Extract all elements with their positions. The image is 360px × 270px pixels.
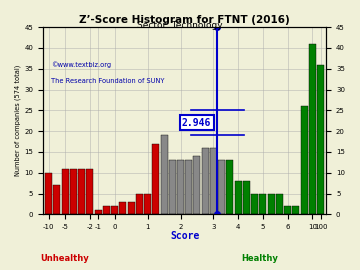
Text: Healthy: Healthy xyxy=(241,254,278,263)
Bar xyxy=(177,160,184,214)
Bar xyxy=(226,160,233,214)
Bar xyxy=(243,181,250,214)
X-axis label: Score: Score xyxy=(170,231,199,241)
Text: ©www.textbiz.org: ©www.textbiz.org xyxy=(51,61,112,68)
Bar xyxy=(120,202,126,214)
Bar xyxy=(193,156,201,214)
Bar xyxy=(284,206,291,214)
Bar xyxy=(169,160,176,214)
Bar xyxy=(144,194,151,214)
Bar xyxy=(292,206,299,214)
Bar xyxy=(103,206,110,214)
Bar xyxy=(127,202,135,214)
Text: Unhealthy: Unhealthy xyxy=(40,254,89,263)
Bar xyxy=(62,169,69,214)
Bar xyxy=(210,148,217,214)
Bar xyxy=(86,169,94,214)
Bar xyxy=(202,148,209,214)
Bar xyxy=(161,135,167,214)
Bar xyxy=(251,194,258,214)
Text: Sector: Technology: Sector: Technology xyxy=(137,21,223,30)
Bar xyxy=(301,106,307,214)
Bar xyxy=(267,194,275,214)
Bar xyxy=(218,160,225,214)
Bar xyxy=(136,194,143,214)
Bar xyxy=(45,173,52,214)
Bar xyxy=(309,44,316,214)
Bar xyxy=(235,181,242,214)
Bar xyxy=(70,169,77,214)
Y-axis label: Number of companies (574 total): Number of companies (574 total) xyxy=(15,65,22,177)
Bar xyxy=(152,144,159,214)
Bar xyxy=(54,185,60,214)
Bar xyxy=(111,206,118,214)
Bar xyxy=(78,169,85,214)
Text: 2.946: 2.946 xyxy=(182,118,211,128)
Bar xyxy=(185,160,192,214)
Bar xyxy=(317,65,324,214)
Bar xyxy=(276,194,283,214)
Title: Z’-Score Histogram for FTNT (2016): Z’-Score Histogram for FTNT (2016) xyxy=(79,15,290,25)
Bar xyxy=(95,210,102,214)
Bar xyxy=(259,194,266,214)
Text: The Research Foundation of SUNY: The Research Foundation of SUNY xyxy=(51,78,165,84)
